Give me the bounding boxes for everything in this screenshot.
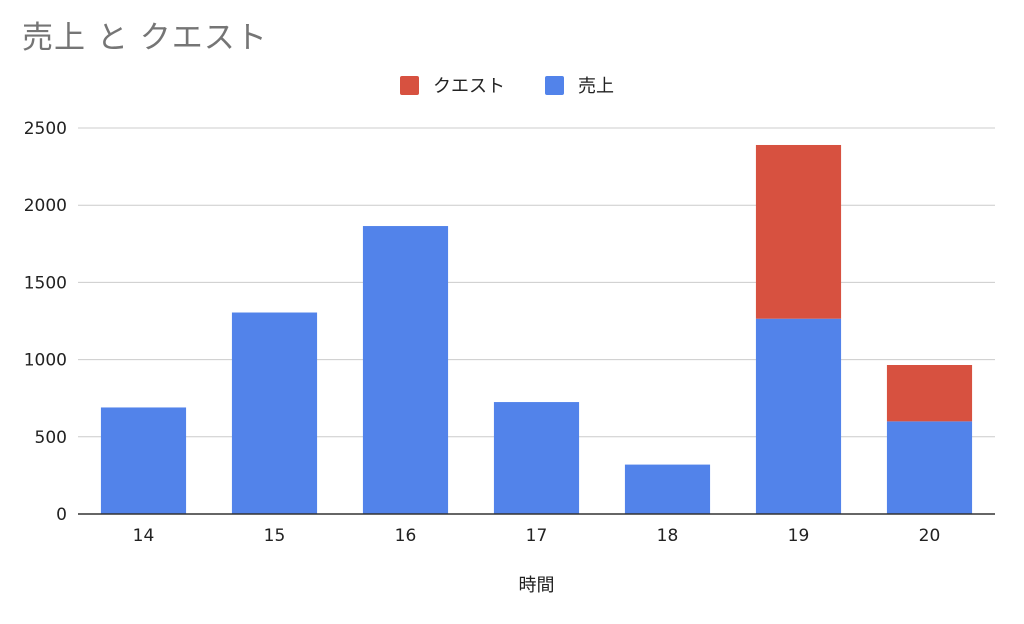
y-tick-label: 2000	[24, 196, 67, 216]
x-tick-label: 16	[395, 526, 417, 546]
y-tick-label: 0	[56, 505, 67, 525]
x-tick-label: 14	[133, 526, 155, 546]
bar-sales-15	[231, 312, 318, 514]
legend: クエスト 売上	[400, 76, 614, 97]
y-tick-label: 1500	[24, 273, 67, 293]
x-tick-label: 19	[788, 526, 810, 546]
bar-sales-17	[493, 402, 580, 514]
x-tick-label: 20	[919, 526, 941, 546]
x-axis-ticks: 14 15 16 17 18 19 20	[133, 526, 941, 546]
bar-sales-20	[886, 421, 973, 514]
legend-label: 売上	[578, 76, 614, 97]
bar-sales-19	[755, 318, 842, 514]
legend-swatch	[545, 76, 564, 95]
bar-quest-19	[755, 144, 842, 319]
bar-quest-20	[886, 365, 973, 422]
x-tick-label: 17	[526, 526, 548, 546]
y-tick-label: 500	[35, 428, 67, 448]
x-tick-label: 18	[657, 526, 679, 546]
x-axis-title: 時間	[519, 575, 555, 596]
y-axis-ticks: 0 500 1000 1500 2000 2500	[24, 119, 67, 525]
legend-label: クエスト	[433, 76, 505, 97]
gridlines	[78, 127, 995, 438]
x-tick-label: 15	[264, 526, 286, 546]
bars	[100, 144, 973, 514]
legend-swatch	[400, 76, 419, 95]
bar-sales-16	[362, 226, 449, 514]
chart-title: 売上 と クエスト	[22, 20, 268, 56]
bar-sales-18	[624, 464, 711, 514]
y-tick-label: 2500	[24, 119, 67, 139]
y-tick-label: 1000	[24, 351, 67, 371]
bar-sales-14	[100, 407, 187, 514]
